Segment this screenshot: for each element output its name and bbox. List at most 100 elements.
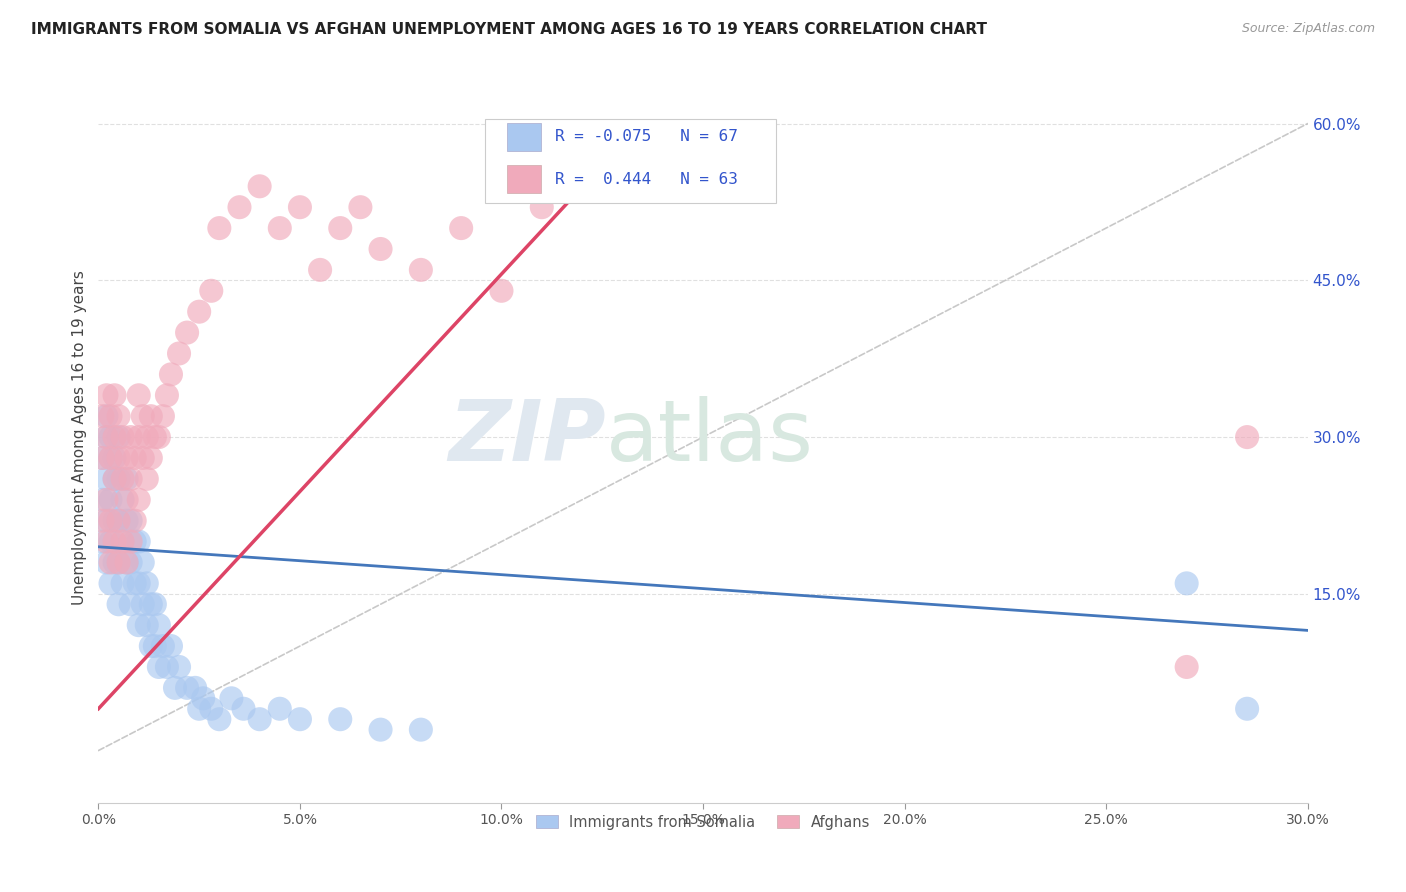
Point: [120, 472, 142, 486]
Point: [221, 691, 243, 706]
Point: [96, 409, 118, 424]
Point: [176, 326, 198, 340]
Point: [148, 660, 170, 674]
Point: [1175, 576, 1198, 591]
Point: [176, 681, 198, 695]
Point: [111, 472, 134, 486]
Point: [139, 450, 162, 465]
Point: [309, 263, 332, 277]
Text: IMMIGRANTS FROM SOMALIA VS AFGHAN UNEMPLOYMENT AMONG AGES 16 TO 19 YEARS CORRELA: IMMIGRANTS FROM SOMALIA VS AFGHAN UNEMPL…: [31, 22, 987, 37]
Point: [128, 388, 150, 402]
Point: [148, 430, 170, 444]
Point: [103, 472, 125, 486]
Point: [107, 556, 129, 570]
Point: [193, 691, 215, 706]
Point: [132, 450, 155, 465]
Point: [1236, 702, 1258, 716]
Point: [143, 597, 166, 611]
Point: [103, 430, 125, 444]
Point: [91, 534, 114, 549]
Point: [96, 472, 118, 486]
Point: [107, 430, 129, 444]
Point: [100, 450, 122, 465]
Point: [96, 430, 118, 444]
Point: [288, 712, 311, 726]
Y-axis label: Unemployment Among Ages 16 to 19 years: Unemployment Among Ages 16 to 19 years: [72, 269, 87, 605]
Point: [100, 534, 122, 549]
Point: [188, 304, 211, 318]
Point: [96, 388, 118, 402]
FancyBboxPatch shape: [485, 119, 776, 203]
Point: [156, 660, 179, 674]
Point: [115, 556, 138, 570]
Point: [103, 534, 125, 549]
Point: [152, 639, 174, 653]
Point: [107, 514, 129, 528]
Point: [370, 242, 392, 256]
Point: [139, 639, 162, 653]
Point: [269, 702, 291, 716]
Point: [132, 597, 155, 611]
Point: [103, 388, 125, 402]
Point: [163, 681, 186, 695]
Point: [111, 492, 134, 507]
Point: [249, 712, 271, 726]
Point: [208, 712, 231, 726]
Point: [124, 514, 146, 528]
Text: atlas: atlas: [606, 395, 814, 479]
Point: [100, 556, 122, 570]
Point: [111, 534, 134, 549]
Point: [91, 409, 114, 424]
Point: [120, 534, 142, 549]
Point: [115, 556, 138, 570]
Point: [115, 514, 138, 528]
Point: [135, 472, 157, 486]
Point: [228, 200, 250, 214]
Point: [115, 492, 138, 507]
Point: [139, 597, 162, 611]
Point: [143, 639, 166, 653]
Point: [450, 221, 472, 235]
Point: [91, 450, 114, 465]
Point: [107, 514, 129, 528]
Point: [91, 492, 114, 507]
Point: [96, 514, 118, 528]
Text: R = -0.075   N = 67: R = -0.075 N = 67: [555, 129, 738, 145]
Point: [1175, 660, 1198, 674]
Point: [120, 556, 142, 570]
Point: [409, 723, 432, 737]
Point: [128, 492, 150, 507]
Point: [107, 597, 129, 611]
Point: [96, 534, 118, 549]
Point: [120, 514, 142, 528]
Point: [107, 472, 129, 486]
Bar: [508, 165, 541, 193]
Point: [124, 534, 146, 549]
Point: [96, 556, 118, 570]
Point: [349, 200, 371, 214]
Point: [329, 221, 352, 235]
Point: [111, 430, 134, 444]
Point: [160, 368, 183, 382]
Text: R =  0.444   N = 63: R = 0.444 N = 63: [555, 171, 738, 186]
Point: [135, 618, 157, 632]
Point: [100, 430, 122, 444]
Point: [132, 409, 155, 424]
Point: [107, 409, 129, 424]
Point: [370, 723, 392, 737]
Point: [200, 702, 222, 716]
Text: ZIP: ZIP: [449, 395, 606, 479]
Point: [208, 221, 231, 235]
Point: [160, 639, 183, 653]
Text: Source: ZipAtlas.com: Source: ZipAtlas.com: [1241, 22, 1375, 36]
Point: [135, 576, 157, 591]
Point: [107, 450, 129, 465]
Point: [128, 576, 150, 591]
Point: [409, 263, 432, 277]
Point: [91, 450, 114, 465]
Point: [111, 534, 134, 549]
Point: [188, 702, 211, 716]
Point: [124, 450, 146, 465]
Point: [96, 492, 118, 507]
Point: [124, 576, 146, 591]
